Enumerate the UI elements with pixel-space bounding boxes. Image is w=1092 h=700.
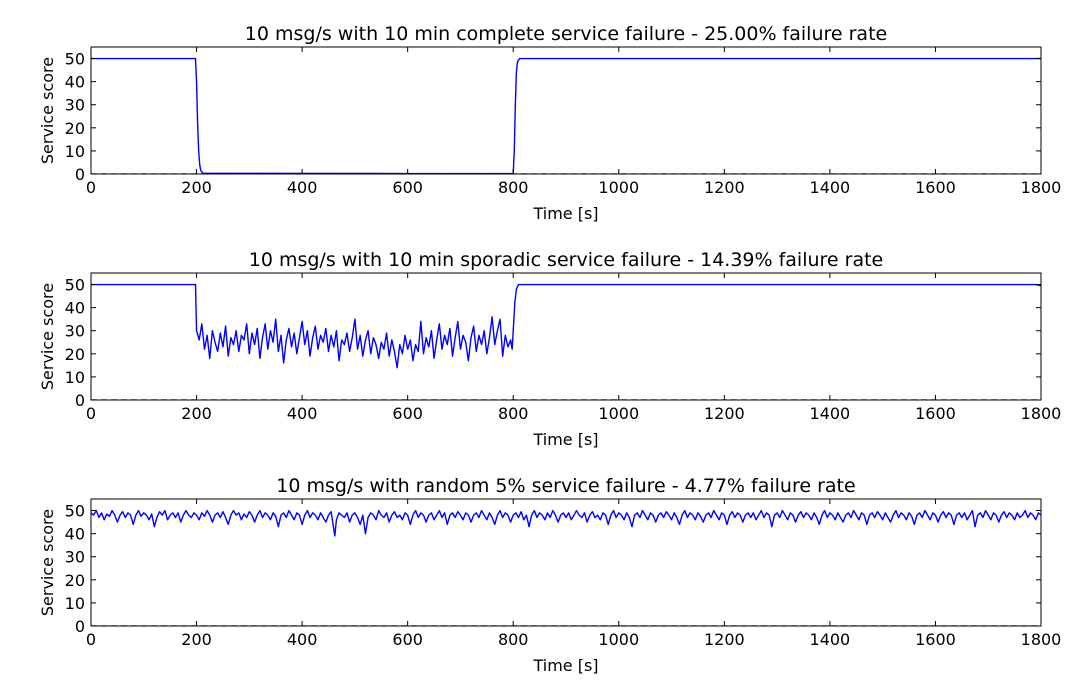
y-tick-label: 40 <box>65 73 85 92</box>
x-tick-label: 1200 <box>704 404 745 423</box>
y-tick-label: 20 <box>65 119 85 138</box>
x-tick-label: 400 <box>287 178 318 197</box>
y-tick-label: 30 <box>65 322 85 341</box>
y-axis-label: Service score <box>38 57 57 164</box>
x-tick-label: 1400 <box>810 178 851 197</box>
y-tick-label: 0 <box>75 617 85 636</box>
x-tick-label: 800 <box>498 630 529 649</box>
x-tick-label: 1200 <box>704 178 745 197</box>
service-score-line <box>91 283 1041 369</box>
plot-frame <box>90 498 1042 627</box>
y-tick-label: 10 <box>65 594 85 613</box>
chart-title: 10 msg/s with 10 min sporadic service fa… <box>249 249 884 271</box>
x-tick-label: 1600 <box>915 178 956 197</box>
x-tick-label: 0 <box>86 630 96 649</box>
y-tick-label: 10 <box>65 142 85 161</box>
x-tick-label: 1400 <box>810 630 851 649</box>
chart-panel-1: 10 msg/s with 10 min complete service fa… <box>38 23 1061 223</box>
y-tick-label: 20 <box>65 345 85 364</box>
y-axis-label: Service score <box>38 509 57 616</box>
service-score-line <box>91 57 1041 174</box>
x-tick-label: 1800 <box>1021 404 1062 423</box>
plot-frame <box>90 46 1042 175</box>
x-tick-label: 600 <box>392 178 423 197</box>
service-score-line <box>91 509 1041 537</box>
x-tick-label: 1600 <box>915 630 956 649</box>
x-axis-label: Time [s] <box>532 204 598 223</box>
x-tick-label: 0 <box>86 404 96 423</box>
y-tick-label: 50 <box>65 50 85 69</box>
x-tick-label: 1800 <box>1021 630 1062 649</box>
y-tick-label: 20 <box>65 571 85 590</box>
chart-title: 10 msg/s with random 5% service failure … <box>276 475 855 497</box>
x-tick-label: 1600 <box>915 404 956 423</box>
x-tick-label: 1400 <box>810 404 851 423</box>
x-tick-label: 0 <box>86 178 96 197</box>
y-tick-label: 40 <box>65 299 85 318</box>
series-group <box>91 509 1041 626</box>
plot-frame <box>90 272 1042 401</box>
x-axis-label: Time [s] <box>532 656 598 675</box>
chart-title: 10 msg/s with 10 min complete service fa… <box>245 23 887 45</box>
x-tick-label: 600 <box>392 630 423 649</box>
x-tick-label: 1000 <box>598 404 639 423</box>
x-tick-label: 1800 <box>1021 178 1062 197</box>
y-tick-label: 40 <box>65 525 85 544</box>
series-group <box>91 57 1041 174</box>
x-tick-label: 1000 <box>598 630 639 649</box>
y-tick-label: 30 <box>65 548 85 567</box>
series-group <box>91 283 1041 400</box>
x-tick-label: 800 <box>498 404 529 423</box>
y-tick-label: 50 <box>65 502 85 521</box>
y-tick-label: 30 <box>65 96 85 115</box>
chart-panel-3: 10 msg/s with random 5% service failure … <box>38 475 1061 675</box>
y-axis-label: Service score <box>38 283 57 390</box>
y-tick-label: 10 <box>65 368 85 387</box>
x-tick-label: 400 <box>287 630 318 649</box>
x-tick-label: 600 <box>392 404 423 423</box>
x-tick-label: 200 <box>181 630 212 649</box>
y-tick-label: 50 <box>65 276 85 295</box>
x-tick-label: 200 <box>181 178 212 197</box>
x-tick-label: 1000 <box>598 178 639 197</box>
x-tick-label: 800 <box>498 178 529 197</box>
y-tick-label: 0 <box>75 391 85 410</box>
y-tick-label: 0 <box>75 165 85 184</box>
chart-panel-2: 10 msg/s with 10 min sporadic service fa… <box>38 249 1061 449</box>
x-tick-label: 1200 <box>704 630 745 649</box>
x-tick-label: 200 <box>181 404 212 423</box>
x-tick-label: 400 <box>287 404 318 423</box>
x-axis-label: Time [s] <box>532 430 598 449</box>
